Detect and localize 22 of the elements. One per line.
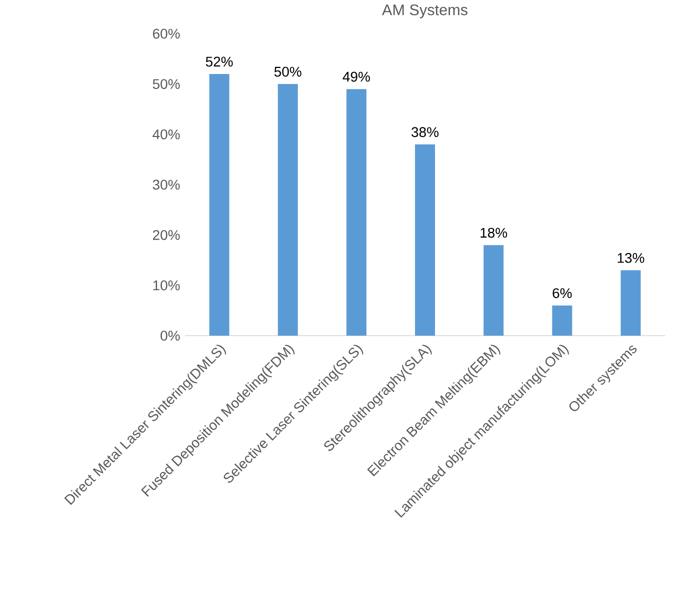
bar [552, 306, 572, 336]
bar [484, 245, 504, 336]
data-label: 50% [274, 66, 302, 77]
bar [278, 84, 298, 336]
data-label: 49% [342, 72, 370, 82]
data-label: 6% [552, 288, 572, 298]
data-label: 13% [618, 253, 644, 264]
data-label: 38% [412, 127, 438, 138]
bar [620, 270, 641, 336]
y-tick-label: 40% [152, 130, 180, 140]
bar [415, 144, 435, 336]
y-tick-label: 10% [153, 280, 180, 290]
y-tick-label: 60% [152, 28, 180, 39]
data-label: 52% [206, 56, 233, 67]
chart-title: AM Systems [382, 4, 468, 18]
y-tick-label: 0% [160, 330, 180, 341]
y-tick-label: 20% [152, 230, 180, 240]
y-tick-label: 50% [152, 79, 180, 90]
data-label: 18% [480, 228, 508, 238]
bar [346, 89, 366, 336]
bar [209, 74, 230, 336]
y-tick-label: 30% [152, 180, 180, 190]
